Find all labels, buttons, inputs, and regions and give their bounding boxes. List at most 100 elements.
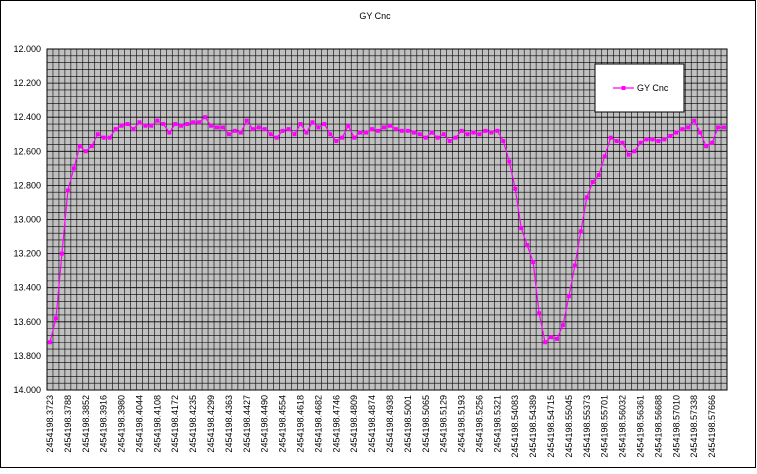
data-point — [238, 130, 243, 135]
data-point — [167, 130, 172, 135]
data-point — [322, 122, 327, 127]
data-point — [513, 186, 518, 191]
data-point — [716, 125, 721, 130]
data-point — [161, 122, 166, 127]
data-point — [626, 152, 631, 157]
y-tick-label: 12.800 — [13, 180, 41, 190]
data-point — [614, 139, 619, 144]
data-point — [387, 123, 392, 128]
data-point — [215, 125, 219, 130]
data-point — [596, 173, 601, 178]
data-point — [584, 195, 589, 200]
data-point — [382, 125, 387, 130]
x-tick-label: 2454198.4682 — [313, 395, 323, 453]
data-point — [232, 128, 237, 133]
data-point — [704, 144, 709, 149]
data-point — [555, 336, 559, 341]
y-tick-label: 12.400 — [13, 112, 41, 122]
data-point — [531, 260, 536, 265]
data-point — [560, 323, 565, 328]
data-point — [638, 140, 643, 145]
x-tick-label: 2454198.4108 — [152, 395, 162, 453]
y-tick-label: 13.400 — [13, 283, 41, 293]
data-point — [89, 144, 94, 149]
data-point — [572, 263, 577, 268]
x-tick-label: 2454198.4235 — [188, 395, 198, 453]
data-point — [280, 128, 285, 133]
data-point — [465, 132, 470, 137]
legend-label: GY Cnc — [637, 83, 669, 93]
data-point — [644, 137, 649, 142]
y-tick-label: 13.800 — [13, 351, 41, 361]
legend-box — [594, 63, 685, 113]
x-tick-label: 2454198.3980 — [117, 395, 127, 453]
data-point — [107, 135, 112, 140]
x-tick-label: 2454198.4363 — [224, 395, 234, 453]
y-tick-label: 12.600 — [13, 146, 41, 156]
data-point — [423, 135, 428, 140]
y-tick-label: 13.000 — [13, 215, 41, 225]
data-point — [405, 128, 410, 133]
x-tick-label: 2454198.5256 — [474, 395, 484, 453]
x-tick-label: 2454198.56032 — [618, 395, 628, 458]
data-point — [519, 226, 524, 231]
data-point — [537, 311, 542, 316]
x-tick-label: 2454198.3723 — [45, 395, 55, 453]
data-point — [143, 123, 148, 128]
data-point — [250, 127, 255, 132]
data-point — [292, 132, 297, 137]
data-point — [155, 118, 160, 123]
x-tick-label: 2454198.4618 — [296, 395, 306, 453]
data-point — [710, 140, 715, 145]
data-point — [316, 125, 321, 130]
data-point — [304, 130, 309, 135]
y-tick-label: 12.000 — [13, 44, 41, 54]
data-point — [137, 120, 142, 125]
x-tick-label: 2454198.3852 — [81, 395, 91, 453]
data-point — [346, 123, 351, 128]
x-tick-label: 2454198.56361 — [636, 395, 646, 458]
data-point — [191, 120, 196, 125]
data-point — [608, 135, 613, 140]
data-point — [209, 123, 214, 128]
x-tick-label: 2454198.57010 — [671, 395, 681, 458]
x-tick-label: 2454198.5001 — [403, 395, 413, 453]
data-point — [525, 243, 530, 248]
data-point — [220, 125, 225, 130]
x-tick-label: 2454198.4044 — [134, 395, 144, 453]
x-tick-label: 2454198.57338 — [689, 395, 699, 458]
x-tick-label: 2454198.55701 — [600, 395, 610, 458]
data-point — [65, 188, 70, 193]
data-point — [364, 130, 369, 135]
y-tick-label: 13.600 — [13, 317, 41, 327]
x-tick-label: 2454198.3916 — [99, 395, 109, 453]
x-tick-label: 2454198.5193 — [457, 395, 467, 453]
data-point — [328, 132, 333, 137]
data-point — [393, 127, 398, 132]
data-point — [698, 130, 703, 135]
data-point — [399, 128, 404, 133]
data-point — [483, 128, 488, 133]
data-point — [417, 132, 422, 137]
data-point — [268, 132, 273, 137]
data-point — [125, 122, 130, 127]
x-tick-label: 2454198.5321 — [492, 395, 502, 453]
data-point — [662, 137, 667, 142]
data-point — [489, 130, 494, 135]
data-point — [262, 127, 267, 132]
data-point — [226, 132, 231, 137]
data-point — [197, 120, 202, 125]
data-point — [680, 127, 685, 132]
x-tick-label: 2454198.4299 — [206, 395, 216, 453]
data-point — [340, 135, 345, 140]
data-point — [549, 335, 554, 340]
x-tick-label: 2454198.5129 — [439, 395, 449, 453]
x-tick-label: 2454198.4427 — [242, 395, 252, 453]
data-point — [686, 125, 691, 130]
data-point — [352, 135, 357, 140]
data-point — [668, 133, 673, 138]
data-point — [602, 154, 607, 159]
x-tick-label: 2454198.56688 — [653, 395, 663, 458]
y-tick-label: 12.200 — [13, 78, 41, 88]
